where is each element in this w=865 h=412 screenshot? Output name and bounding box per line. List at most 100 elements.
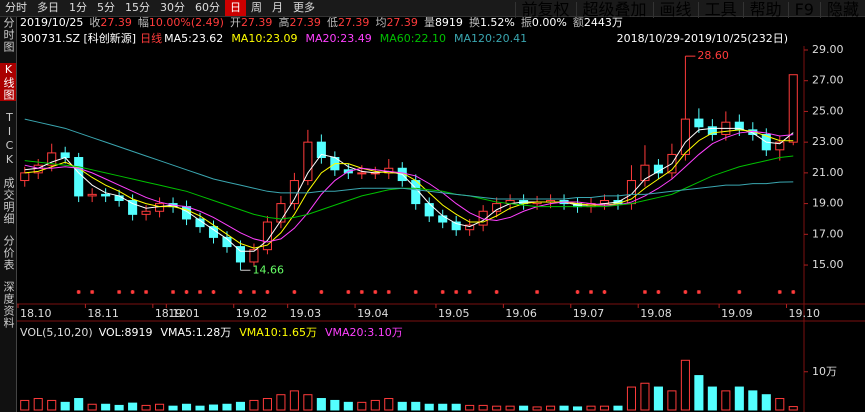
event-marker xyxy=(589,290,594,294)
date-range: 2018/10/29-2019/10/25(232日) xyxy=(617,32,788,45)
volume-bar xyxy=(222,403,232,411)
tool-button[interactable]: 画线 xyxy=(652,2,698,18)
volume-bar xyxy=(114,404,124,411)
candle-body xyxy=(276,203,286,223)
tool-button[interactable]: 前复权 xyxy=(514,2,576,18)
candle-body xyxy=(262,221,272,251)
volume-bar xyxy=(546,405,556,411)
info-label: 均 xyxy=(375,17,386,29)
tab[interactable]: 1分 xyxy=(69,1,87,14)
volume-bar xyxy=(60,401,70,411)
volume-legend: VMA5:1.28万 xyxy=(161,326,232,339)
side-tab[interactable]: 分时图 xyxy=(2,17,15,53)
x-tick-label: 19.06 xyxy=(505,307,536,320)
info-value: 2443万 xyxy=(584,17,623,29)
volume-bar xyxy=(87,403,97,411)
info-value: 27.39 xyxy=(338,17,370,29)
info-label: 开 xyxy=(230,17,241,29)
volume-bar xyxy=(667,390,677,411)
x-tick-label: 18.12 xyxy=(155,307,187,320)
info-label: 低 xyxy=(327,17,338,29)
volume-bar xyxy=(478,404,488,411)
tab[interactable]: 30分 xyxy=(160,1,185,14)
event-marker xyxy=(76,290,81,294)
event-marker xyxy=(535,290,540,294)
event-marker xyxy=(171,290,176,294)
candle-body xyxy=(788,74,798,143)
symbol: 300731.SZ [科创新源] xyxy=(20,31,136,45)
tool-button[interactable]: 超级叠加 xyxy=(575,2,653,18)
info-label: 幅 xyxy=(138,17,149,29)
event-marker xyxy=(238,290,243,294)
x-tick-label: 19.09 xyxy=(721,307,753,320)
side-tab[interactable]: 深度资料 xyxy=(2,281,15,329)
tab[interactable]: 日 xyxy=(225,0,246,16)
volume-bar xyxy=(384,398,394,411)
x-tick-label: 18.10 xyxy=(20,307,52,320)
event-marker xyxy=(359,290,364,294)
side-tab[interactable]: TICK xyxy=(3,111,16,167)
tab[interactable]: 15分 xyxy=(125,1,150,14)
x-tick-label: 19.10 xyxy=(789,307,821,320)
x-tick-label: 19.03 xyxy=(290,307,322,320)
volume-bar xyxy=(505,405,515,411)
tab[interactable]: 分时 xyxy=(5,1,27,14)
annotation: 28.60 xyxy=(697,49,729,62)
volume-bar xyxy=(33,398,43,411)
volume-bar xyxy=(276,394,286,411)
y-tick-label: 10万 xyxy=(812,365,837,378)
info-value: 27.39 xyxy=(289,17,321,29)
volume-bar xyxy=(748,390,758,411)
tool-button[interactable]: F9 xyxy=(787,2,820,18)
ma-line xyxy=(24,155,794,220)
info-value: 0.00% xyxy=(532,17,567,29)
volume-bar xyxy=(370,399,380,411)
volume-bar xyxy=(640,382,650,411)
info-label: 高 xyxy=(278,17,289,29)
tab[interactable]: 周 xyxy=(251,1,262,14)
event-marker xyxy=(656,290,661,294)
info-label: 量 xyxy=(424,17,435,29)
tab[interactable]: 多日 xyxy=(37,1,59,14)
tool-button[interactable]: 工具 xyxy=(697,2,743,18)
tool-button[interactable]: 隐藏 xyxy=(819,2,865,18)
volume-bar xyxy=(330,399,340,411)
volume-bar xyxy=(411,401,421,411)
event-marker xyxy=(117,290,122,294)
volume-bar xyxy=(438,403,448,411)
tab[interactable]: 60分 xyxy=(195,1,220,14)
side-tab[interactable]: 成交明细 xyxy=(2,177,15,225)
volume-bar xyxy=(734,386,744,411)
event-marker xyxy=(454,290,459,294)
volume-legend: VOL:8919 xyxy=(99,326,153,339)
event-marker xyxy=(575,290,580,294)
candle-body xyxy=(60,152,70,159)
volume-bar xyxy=(343,401,353,411)
volume-bar xyxy=(74,398,84,411)
volume-bar xyxy=(492,405,502,411)
event-marker xyxy=(696,290,701,294)
tab[interactable]: 5分 xyxy=(97,1,115,14)
ma-line xyxy=(24,127,794,252)
volume-bar xyxy=(572,406,583,411)
tab[interactable]: 更多 xyxy=(293,1,315,14)
event-marker xyxy=(346,290,351,294)
tool-menu: 前复权 超级叠加 画线 工具 帮助 F9 隐藏 xyxy=(514,0,865,19)
event-marker xyxy=(777,290,782,294)
info-label: 收 xyxy=(89,17,100,29)
candle-body xyxy=(47,152,57,166)
volume-bar xyxy=(599,405,610,411)
volume-bar xyxy=(532,406,542,411)
legend-entry: MA20:23.49 xyxy=(306,32,372,45)
volume-bar xyxy=(195,405,205,411)
tab[interactable]: 月 xyxy=(272,1,283,14)
candle-body xyxy=(289,180,299,205)
tool-button[interactable]: 帮助 xyxy=(742,2,788,18)
side-tab[interactable]: 分价表 xyxy=(2,235,15,271)
volume-bar xyxy=(761,394,771,411)
side-tab[interactable]: K线图 xyxy=(0,63,16,101)
candle-body xyxy=(74,157,84,197)
candle-body xyxy=(114,195,124,202)
candle-body xyxy=(235,246,246,263)
y-tick-label: 27.00 xyxy=(812,74,844,87)
